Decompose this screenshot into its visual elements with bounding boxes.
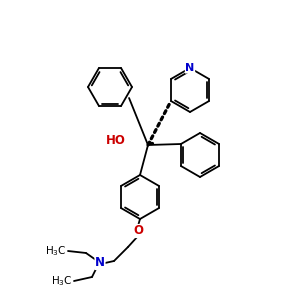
Text: H$_3$C: H$_3$C [51, 274, 73, 288]
Text: HO: HO [106, 134, 126, 148]
Text: O: O [133, 224, 143, 238]
Text: N: N [95, 256, 105, 269]
Text: N: N [185, 63, 195, 73]
Text: H$_3$C: H$_3$C [45, 244, 67, 258]
